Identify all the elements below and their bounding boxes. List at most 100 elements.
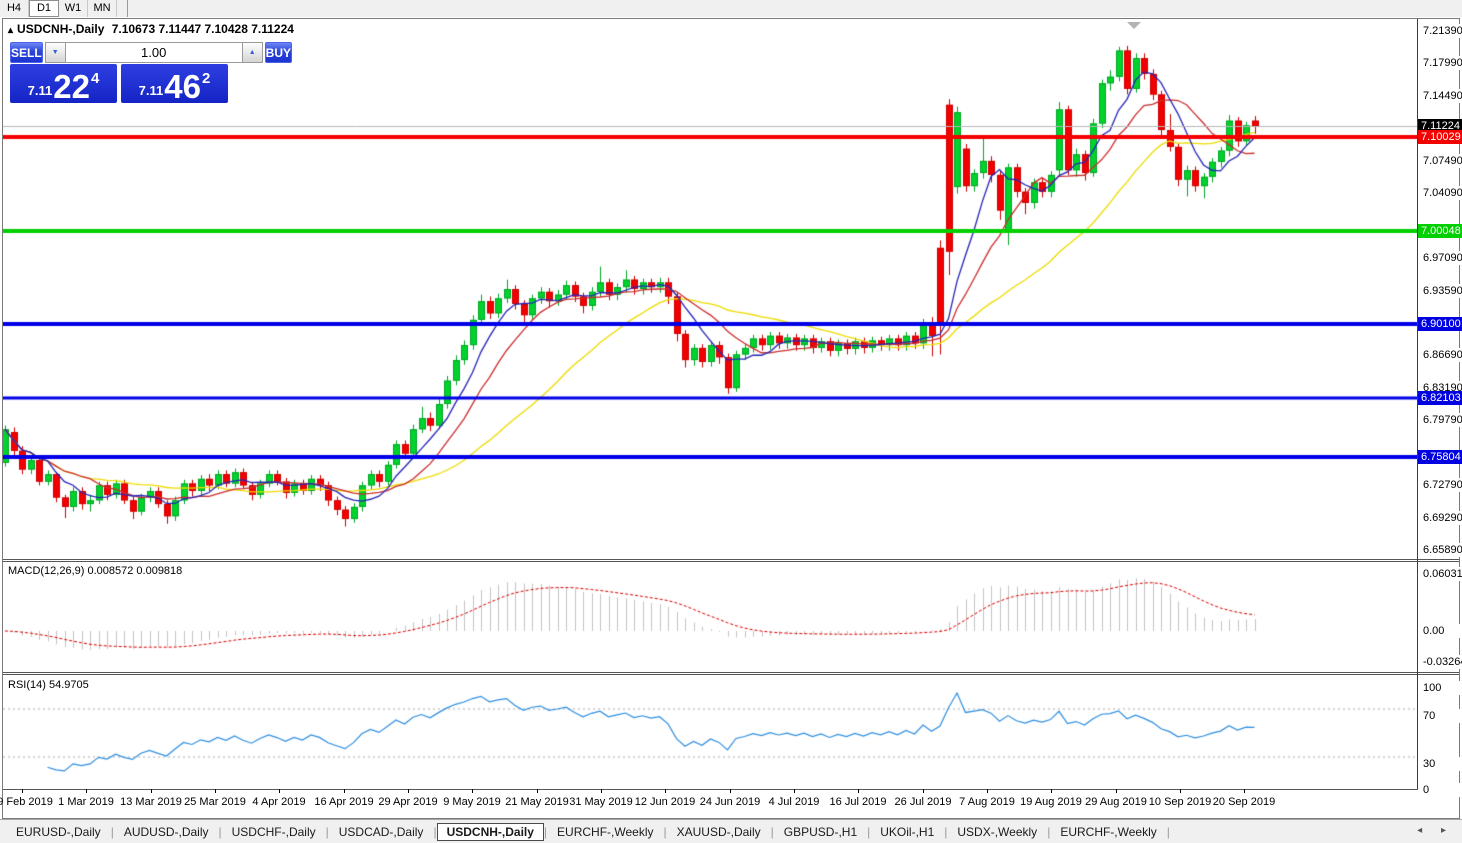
time-tick-mark <box>344 789 345 793</box>
chart-tab-eurchf-weekly[interactable]: EURCHF-,Weekly <box>557 824 654 839</box>
sell-button[interactable]: SELL <box>10 42 43 63</box>
price-axis[interactable]: 7.21390 7.17990 7.14490 7.07490 7.04090 6.970… <box>1417 19 1462 797</box>
volume-input[interactable] <box>65 42 242 63</box>
chart-tab-eurchf-weekly[interactable]: EURCHF-,Weekly <box>1060 824 1157 839</box>
time-tick-label: 21 May 2019 <box>505 796 569 808</box>
pane-separator-macd[interactable] <box>3 559 1459 562</box>
buy-price-main: 46 <box>164 68 201 105</box>
time-tick-label: 7 Aug 2019 <box>959 796 1015 808</box>
time-tick-mark <box>1116 789 1117 793</box>
tab-separator: | <box>1047 824 1051 839</box>
tab-separator: | <box>218 824 222 839</box>
sell-price-main: 22 <box>53 68 90 105</box>
buy-price-pip: 2 <box>201 70 211 87</box>
macd-tick-label: 0.060317 <box>1418 567 1462 581</box>
macd-tick-label: 0.00 <box>1418 624 1462 638</box>
timeframe-d1-button[interactable]: D1 <box>29 0 59 17</box>
time-tick-label: 20 Sep 2019 <box>1212 796 1276 808</box>
volume-increase-button[interactable]: ▲ <box>241 42 263 63</box>
time-tick-label: 16 Jul 2019 <box>829 796 887 808</box>
price-tick-label: 6.79790 <box>1418 413 1462 427</box>
buy-button[interactable]: BUY <box>264 42 293 63</box>
time-tick-label: 16 Apr 2019 <box>314 796 374 808</box>
price-tick-label: 7.04090 <box>1418 186 1462 200</box>
chart-ohlc-values: 7.10673 7.11447 7.10428 7.11224 <box>111 22 294 36</box>
buy-price-box[interactable]: 7.11 46 2 <box>121 64 228 103</box>
chart-tab-ukoil-h1[interactable]: UKOil-,H1 <box>880 824 935 839</box>
time-tick-mark <box>987 789 988 793</box>
timeframe-h4-button[interactable]: H4 <box>0 0 29 17</box>
chart-tab-audusd-daily[interactable]: AUDUSD-,Daily <box>123 824 209 839</box>
time-tick-label: 26 Jul 2019 <box>894 796 952 808</box>
timeframe-w1-button[interactable]: W1 <box>59 0 88 17</box>
buy-price-prefix: 7.11 <box>138 83 164 98</box>
time-tick-mark <box>151 789 152 793</box>
rsi-tick-label: 70 <box>1418 709 1462 723</box>
price-level-label: 6.90100 <box>1418 317 1462 331</box>
time-tick-mark <box>730 789 731 793</box>
price-tick-label: 7.07490 <box>1418 154 1462 168</box>
time-tick-mark <box>665 789 666 793</box>
price-level-label: 7.10029 <box>1418 130 1462 144</box>
price-tick-label: 6.86690 <box>1418 348 1462 362</box>
chart-tab-usdcnh-daily[interactable]: USDCNH-,Daily <box>436 822 544 841</box>
time-tick-label: 24 Jun 2019 <box>699 796 761 808</box>
chart-tab-usdx-weekly[interactable]: USDX-,Weekly <box>957 824 1038 839</box>
price-tick-label: 6.72790 <box>1418 478 1462 492</box>
chart-tab-usdcad-daily[interactable]: USDCAD-,Daily <box>338 824 424 839</box>
time-tick-label: 4 Apr 2019 <box>252 796 306 808</box>
price-tick-label: 6.65890 <box>1418 543 1462 557</box>
chart-title: ▴ USDCNH-,Daily 7.10673 7.11447 7.10428 7… <box>8 22 294 36</box>
tab-separator: | <box>867 824 871 839</box>
toolbar-separator <box>127 0 128 17</box>
chart-tab-bar: EURUSD-,Daily | AUDUSD-,Daily | USDCHF-,Dail… <box>0 819 1462 843</box>
price-level-label: 7.00048 <box>1418 224 1462 238</box>
rsi-tick-label: 30 <box>1418 757 1462 771</box>
rsi-tick-label: 0 <box>1418 783 1462 797</box>
time-tick-mark <box>408 789 409 793</box>
chart-tab-usdchf-daily[interactable]: USDCHF-,Daily <box>231 824 316 839</box>
chart-shift-marker-icon[interactable] <box>1127 22 1141 29</box>
time-tick-label: 1 Mar 2019 <box>58 796 114 808</box>
price-level-label: 6.75804 <box>1418 450 1462 464</box>
chart-tab-gbpusd-h1[interactable]: GBPUSD-,H1 <box>783 824 858 839</box>
time-tick-mark <box>215 789 216 793</box>
macd-label: MACD(12,26,9) 0.008572 0.009818 <box>8 565 183 577</box>
sell-price-prefix: 7.11 <box>27 83 53 98</box>
price-tick-label: 6.93590 <box>1418 284 1462 298</box>
one-click-collapse-icon[interactable]: ▴ <box>8 25 14 36</box>
time-tick-label: 19 Feb 2019 <box>0 796 53 808</box>
sell-price-pip: 4 <box>90 70 100 87</box>
time-tick-label: 25 Mar 2019 <box>184 796 246 808</box>
rsi-indicator-canvas[interactable] <box>3 675 1417 789</box>
sell-price-box[interactable]: 7.11 22 4 <box>10 64 117 103</box>
time-tick-mark <box>1180 789 1181 793</box>
time-tick-label: 19 Aug 2019 <box>1020 796 1082 808</box>
price-chart-canvas[interactable] <box>3 19 1417 559</box>
time-tick-mark <box>1051 789 1052 793</box>
time-tick-mark <box>794 789 795 793</box>
tab-separator: | <box>543 824 548 839</box>
price-tick-label: 7.21390 <box>1418 24 1462 38</box>
macd-tick-label: -0.032648 <box>1418 655 1462 669</box>
time-tick-label: 4 Jul 2019 <box>768 796 820 808</box>
time-tick-mark <box>601 789 602 793</box>
pane-separator-rsi[interactable] <box>3 672 1459 675</box>
time-axis-line <box>3 789 1459 790</box>
timeframe-mn-button[interactable]: MN <box>88 0 117 17</box>
chart-tab-xauusd-daily[interactable]: XAUUSD-,Daily <box>676 824 761 839</box>
chart-tab-eurusd-daily[interactable]: EURUSD-,Daily <box>16 824 101 839</box>
tab-scroll-arrows[interactable]: ◂ ▸ <box>1417 825 1454 836</box>
time-tick-label: 29 Apr 2019 <box>378 796 438 808</box>
rsi-tick-label: 100 <box>1418 681 1462 695</box>
tab-separator: | <box>325 824 329 839</box>
price-tick-label: 6.97090 <box>1418 251 1462 265</box>
timeframe-toolbar: H4 D1 W1 MN <box>0 0 1462 17</box>
price-tick-label: 7.14490 <box>1418 89 1462 103</box>
price-tick-label: 6.69290 <box>1418 511 1462 525</box>
volume-decrease-button[interactable]: ▼ <box>44 42 66 63</box>
time-tick-mark <box>923 789 924 793</box>
time-tick-mark <box>86 789 87 793</box>
macd-indicator-canvas[interactable] <box>3 562 1417 672</box>
